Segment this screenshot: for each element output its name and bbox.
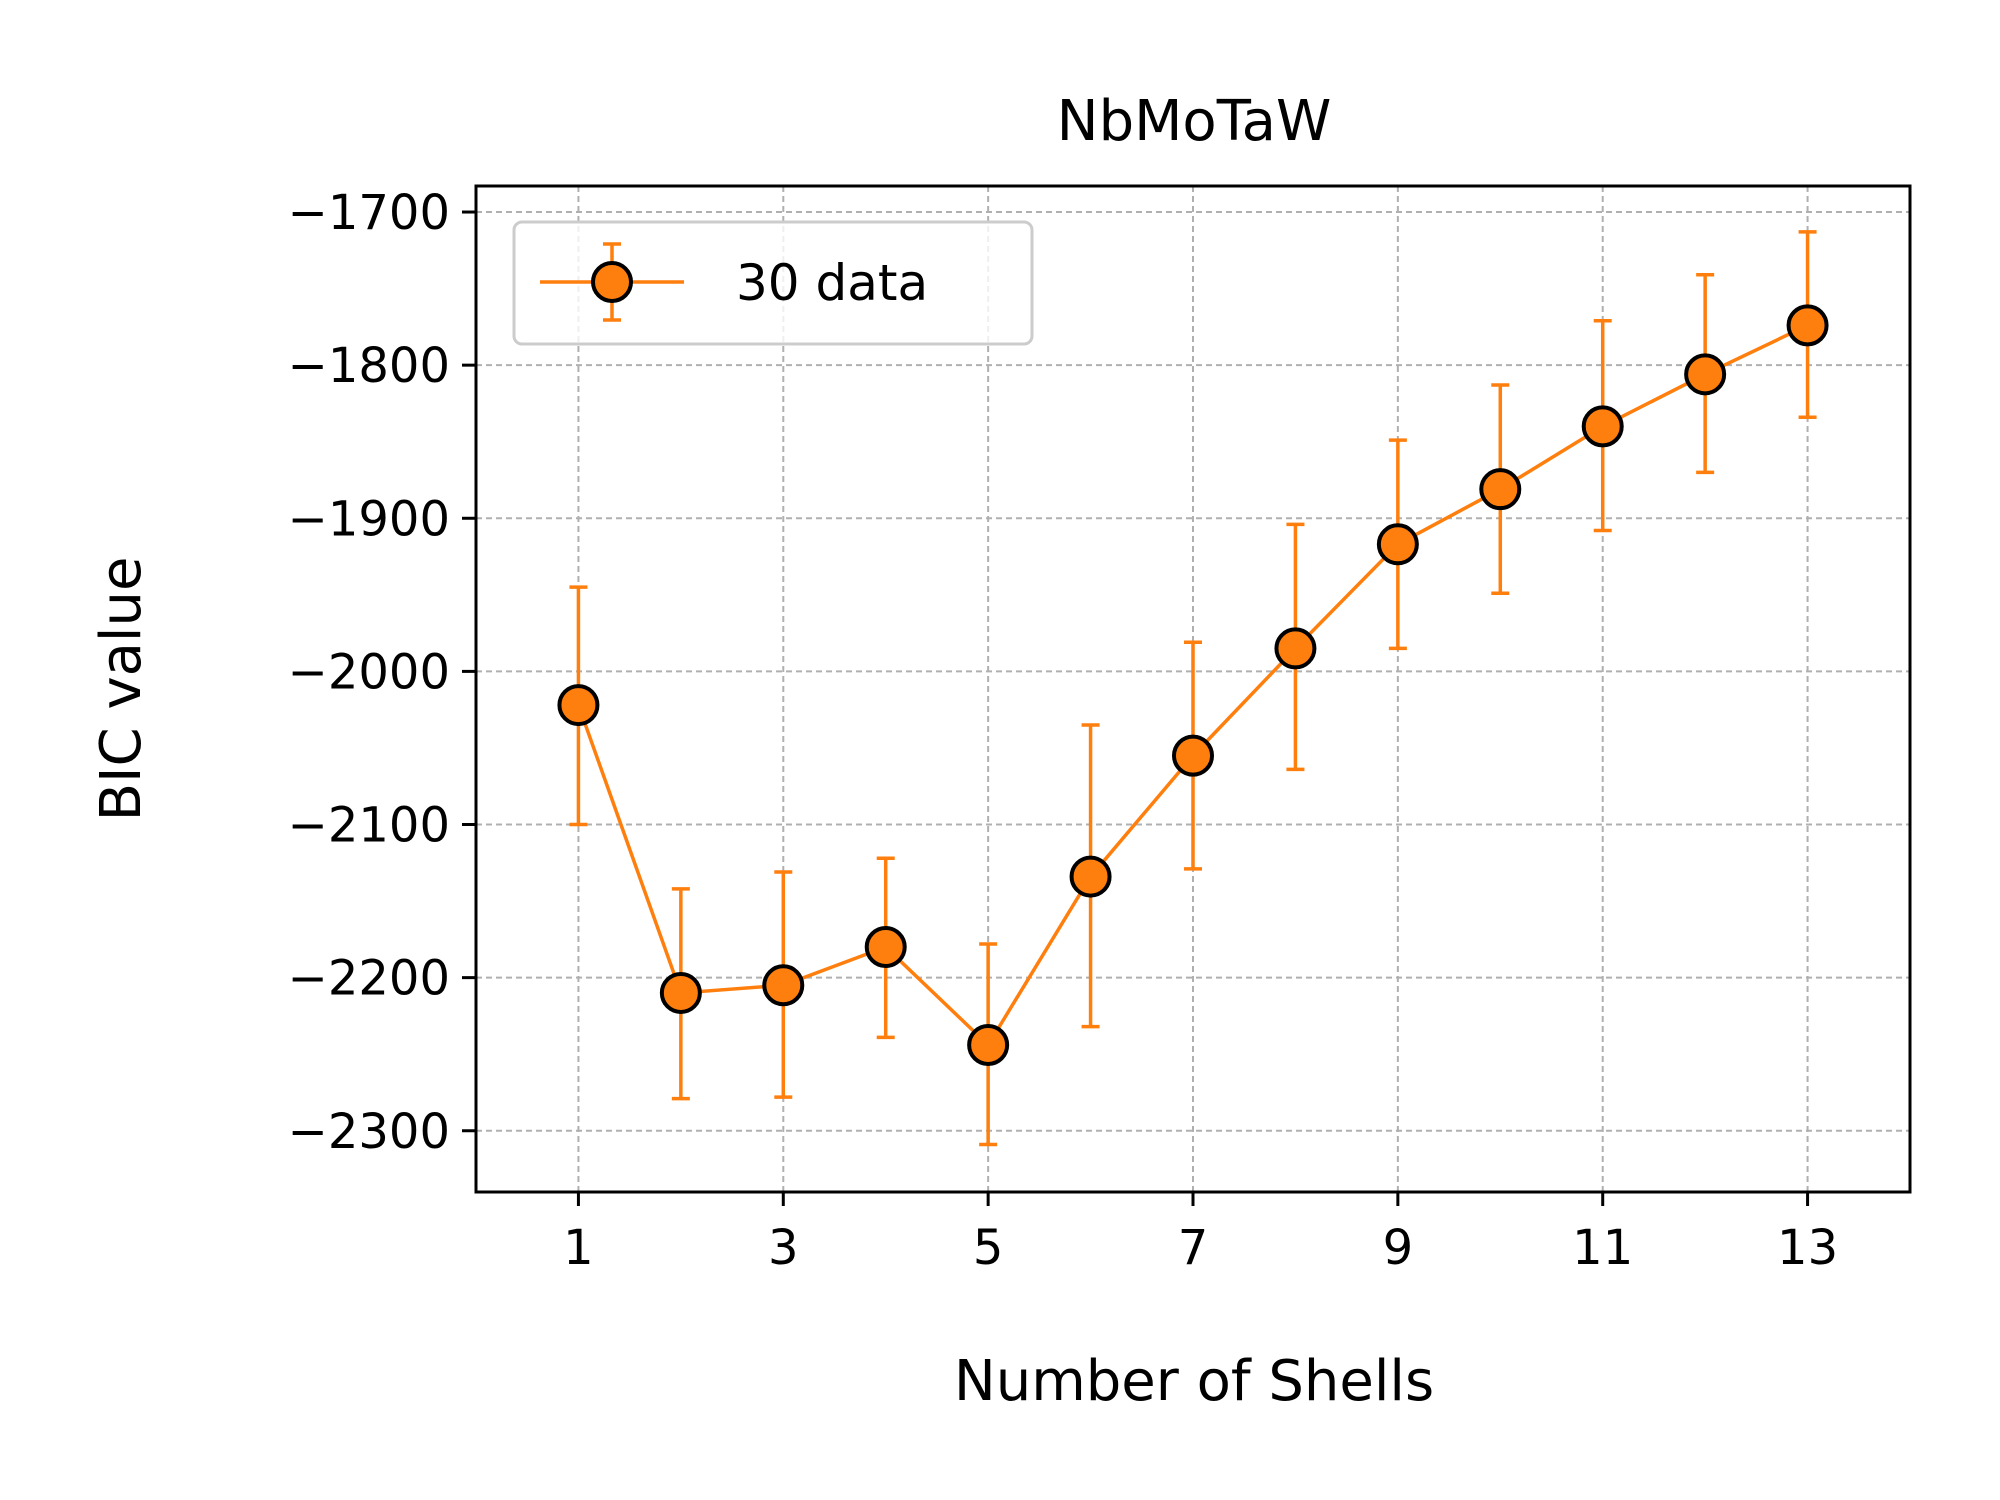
data-point (1479, 468, 1522, 511)
x-tick-label: 11 (1572, 1220, 1633, 1276)
data-point (1172, 734, 1214, 777)
data-point (762, 964, 805, 1007)
y-tick-label: −1800 (288, 338, 450, 394)
x-tick-label: 7 (1178, 1220, 1209, 1276)
x-tick-label: 3 (768, 1220, 799, 1276)
data-point (1786, 304, 1829, 347)
x-tick-label: 5 (973, 1220, 1004, 1276)
y-axis-label: BIC value (89, 557, 154, 822)
plot-frame (474, 184, 1912, 1194)
legend-marker (591, 261, 633, 303)
data-point (1376, 523, 1419, 566)
y-tick-label: −2200 (288, 951, 450, 1007)
data-point (1581, 405, 1624, 448)
data-point (967, 1024, 1010, 1067)
x-tick-label: 13 (1777, 1220, 1838, 1276)
x-tick-label: 9 (1383, 1220, 1414, 1276)
legend-label: 30 data (736, 254, 928, 312)
legend: 30 data (512, 220, 1034, 346)
data-point (1274, 627, 1317, 670)
legend-box (512, 220, 1034, 346)
series-0 (557, 230, 1829, 1147)
data-point (864, 926, 907, 969)
x-tick-label: 1 (563, 1220, 594, 1276)
y-tick-label: −2100 (288, 798, 450, 854)
y-tick-label: −2000 (288, 644, 450, 700)
data-point (659, 971, 702, 1014)
y-tick-label: −1700 (288, 185, 450, 241)
chart-title: NbMoTaW (1057, 89, 1332, 154)
data-point (557, 684, 600, 727)
data-point (1684, 353, 1727, 396)
axes: 1 3 5 7 9 11 13−1700−1800−1900−2000−2100−2200−… (288, 185, 1838, 1276)
y-tick-label: −1900 (288, 491, 450, 547)
data-series (557, 230, 1829, 1147)
y-tick-label: −2300 (288, 1104, 450, 1160)
data-point (1069, 855, 1112, 898)
legend-symbol (540, 242, 684, 322)
x-axis-label: Number of Shells (954, 1349, 1434, 1414)
